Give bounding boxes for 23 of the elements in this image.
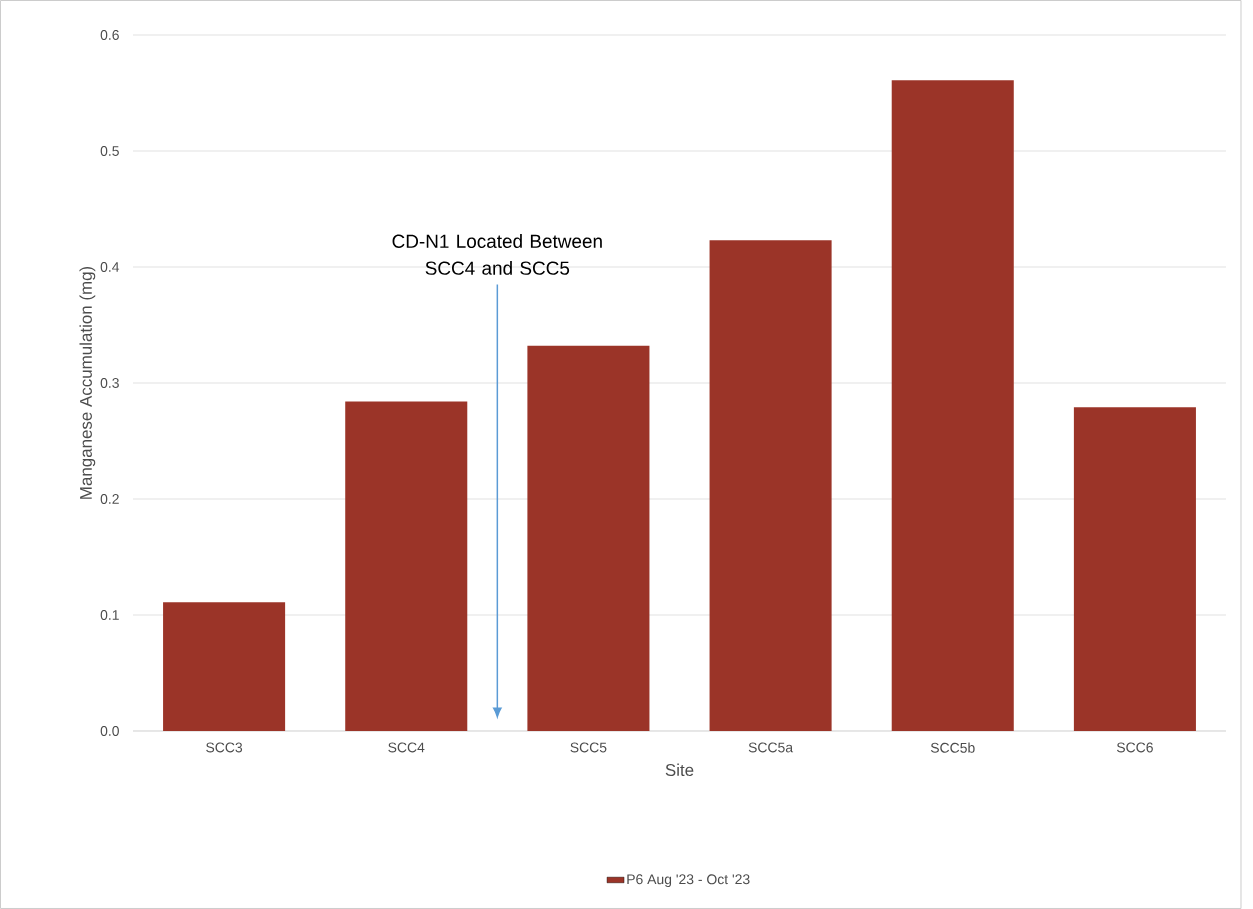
x-tick-label: SCC6 bbox=[1116, 742, 1153, 753]
annotation: CD-N1 Located Between SCC4 and SCC5 bbox=[392, 234, 602, 275]
legend-label: P6 Aug '23 - Oct '23 bbox=[627, 874, 750, 887]
bar bbox=[891, 80, 1014, 731]
bar bbox=[163, 602, 286, 731]
bar bbox=[709, 240, 832, 731]
x-tick-label: SCC4 bbox=[388, 742, 425, 753]
bar bbox=[345, 401, 468, 731]
y-tick-label: 0.0 bbox=[100, 726, 119, 736]
x-tick-label: SCC5a bbox=[748, 742, 794, 753]
bar bbox=[1073, 407, 1196, 731]
x-axis-title: Site bbox=[665, 763, 694, 777]
y-tick-label: 0.6 bbox=[100, 30, 119, 40]
y-tick-label: 0.4 bbox=[100, 262, 120, 272]
x-tick-label: SCC5 bbox=[570, 742, 607, 753]
y-tick-label: 0.1 bbox=[100, 610, 119, 620]
y-tick-label: 0.5 bbox=[100, 146, 119, 156]
y-tick-label: 0.3 bbox=[100, 378, 119, 388]
y-axis-title: Manganese Accumulation (mg) bbox=[79, 266, 96, 499]
x-tick-label: SCC3 bbox=[206, 742, 243, 753]
bar bbox=[527, 345, 650, 731]
x-tick-label: SCC5b bbox=[930, 742, 975, 753]
y-tick-label: 0.2 bbox=[100, 494, 119, 504]
